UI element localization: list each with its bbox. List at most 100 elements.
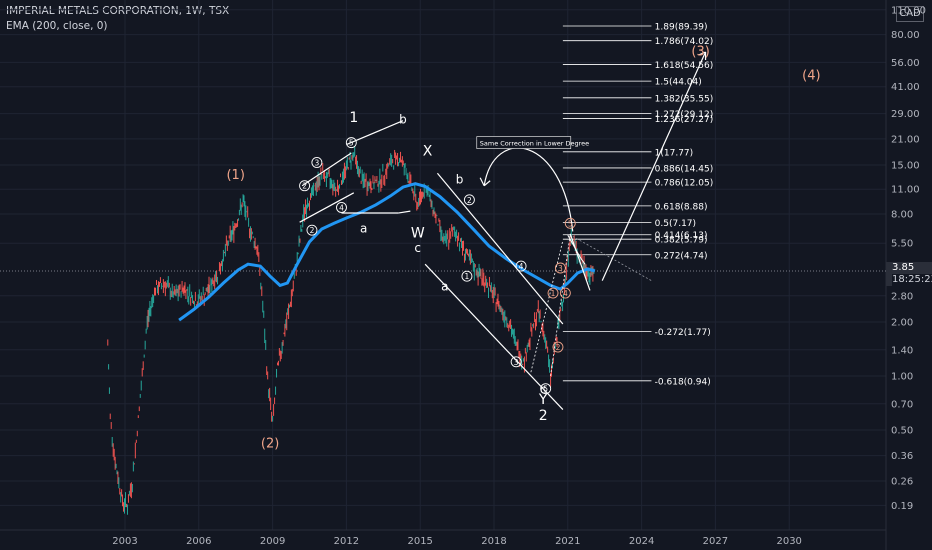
wave-label: c xyxy=(414,241,421,255)
last-price-badge: 3.85 18:25:23 xyxy=(886,262,932,286)
y-tick-label: 0.70 xyxy=(891,399,913,410)
fib-level-label: 1.89(89.39) xyxy=(655,22,708,32)
wave-label: (3) xyxy=(691,45,709,60)
circled-label-ring xyxy=(463,194,475,206)
x-tick-label: 2015 xyxy=(407,536,432,547)
fib-level-label: -0.272(1.77) xyxy=(655,328,711,338)
trend-line xyxy=(301,152,352,187)
fib-level-label: 1.5(44.04) xyxy=(655,78,702,88)
chart-legend: IMPERIAL METALS CORPORATION, 1W, TSX EMA… xyxy=(6,4,229,34)
wave-label: b xyxy=(399,113,407,127)
circled-label-text: 2 xyxy=(302,182,307,191)
wave-label: Y xyxy=(538,392,548,408)
trend-line xyxy=(569,233,591,291)
y-tick-label: 0.36 xyxy=(891,451,913,462)
circled-label-ring xyxy=(336,202,347,213)
trend-line xyxy=(299,192,355,223)
fib-level-label: 0.272(4.74) xyxy=(655,251,708,261)
circled-label-ring xyxy=(552,341,564,353)
circled-label-text: 5 xyxy=(568,219,573,228)
grid-lines xyxy=(0,0,886,530)
x-tick-label: 2003 xyxy=(112,536,137,547)
y-tick-label: 56.00 xyxy=(891,58,920,69)
y-tick-label: 0.26 xyxy=(891,476,913,487)
x-tick-label: 2018 xyxy=(481,536,506,547)
y-tick-label: 2.00 xyxy=(891,318,913,329)
circled-label-text: 4 xyxy=(339,203,344,212)
circled-label-text: 2 xyxy=(467,196,472,205)
circled-label-text: 3 xyxy=(558,264,563,273)
wave-label: 2 xyxy=(539,408,548,424)
x-tick-label: 2009 xyxy=(260,536,285,547)
circled-label-text: 3 xyxy=(314,158,319,167)
ema-line xyxy=(178,182,596,322)
y-tick-label: 21.00 xyxy=(891,134,920,145)
circled-label-text: 5 xyxy=(349,139,354,148)
y-tick-label: 5.50 xyxy=(891,239,913,250)
x-tick-label: 2027 xyxy=(703,536,728,547)
wave-label: (1) xyxy=(226,168,244,183)
circled-label-text: 1 xyxy=(551,289,556,298)
circled-label-ring xyxy=(306,224,318,236)
fib-level-label: 1.618(54.56) xyxy=(655,61,714,71)
y-tick-label: 1.40 xyxy=(891,345,913,356)
y-tick-label: 2.80 xyxy=(891,291,913,302)
wave-label: a xyxy=(441,279,448,293)
zigzag-line xyxy=(567,234,586,265)
y-tick-label: 0.19 xyxy=(891,501,913,512)
y-tick-label: 0.50 xyxy=(891,426,913,437)
last-price-value: 3.85 xyxy=(892,262,915,273)
wave-label: b xyxy=(456,173,464,187)
trend-line xyxy=(530,240,564,373)
bar-countdown: 18:25:23 xyxy=(892,274,932,286)
wave-label: (4) xyxy=(802,68,820,83)
circled-label-text: 3 xyxy=(514,358,519,367)
wave-label: X xyxy=(423,143,433,159)
wave-label: W xyxy=(411,226,425,242)
channel-lower-line xyxy=(424,263,564,410)
circled-label-ring xyxy=(510,356,522,368)
fib-level-label: 0.786(12.05) xyxy=(655,179,714,189)
curved-arrow-head xyxy=(479,177,491,187)
circled-label-text: 2 xyxy=(556,343,561,352)
y-tick-label: 29.00 xyxy=(891,109,920,120)
trend-line xyxy=(397,210,411,214)
circled-label-ring xyxy=(311,157,323,168)
annotation-note-box xyxy=(476,136,572,149)
fib-level-label: 0.5(7.17) xyxy=(655,219,696,229)
fib-level-label: 1.786(74.02) xyxy=(655,37,714,47)
circled-label-ring xyxy=(540,383,552,395)
wave-label: c xyxy=(540,382,547,396)
fib-level-label: 1(17.77) xyxy=(655,148,694,158)
x-tick-label: 2012 xyxy=(334,536,359,547)
projection-arrow-line xyxy=(601,51,707,281)
projection-arrow-head xyxy=(698,51,707,60)
circled-label-text: 2 xyxy=(310,226,315,235)
drawings: Same Correction in Lower Degree xyxy=(299,51,707,410)
circled-label-text: 5 xyxy=(543,385,548,394)
circled-label-ring xyxy=(564,217,576,229)
fib-level-label: 0.618(8.88) xyxy=(655,202,708,212)
fib-level-label: -0.618(0.94) xyxy=(655,377,711,387)
currency-badge[interactable]: CAD xyxy=(896,6,924,22)
circled-label-ring xyxy=(345,137,357,149)
price-bars xyxy=(107,146,595,515)
channel-upper-line xyxy=(436,172,564,325)
circled-label-ring xyxy=(547,287,559,299)
indicator-label: EMA (200, close, 0) xyxy=(6,20,108,32)
wave-label: (2) xyxy=(261,436,279,451)
circled-label-text: 4 xyxy=(519,262,524,271)
annotation-note-text: Same Correction in Lower Degree xyxy=(480,140,589,148)
wave-label: 1 xyxy=(349,110,358,126)
fib-level-label: 0.382(5.79) xyxy=(655,236,708,246)
fib-level-label: 1.272(29.12) xyxy=(655,110,714,120)
wave-label: a xyxy=(360,222,367,236)
x-tick-label: 2021 xyxy=(555,536,580,547)
y-tick-label: 15.00 xyxy=(891,161,920,172)
y-tick-label: 8.00 xyxy=(891,210,913,221)
chart-title: IMPERIAL METALS CORPORATION, 1W, TSX xyxy=(6,5,230,17)
y-tick-label: 80.00 xyxy=(891,30,920,41)
